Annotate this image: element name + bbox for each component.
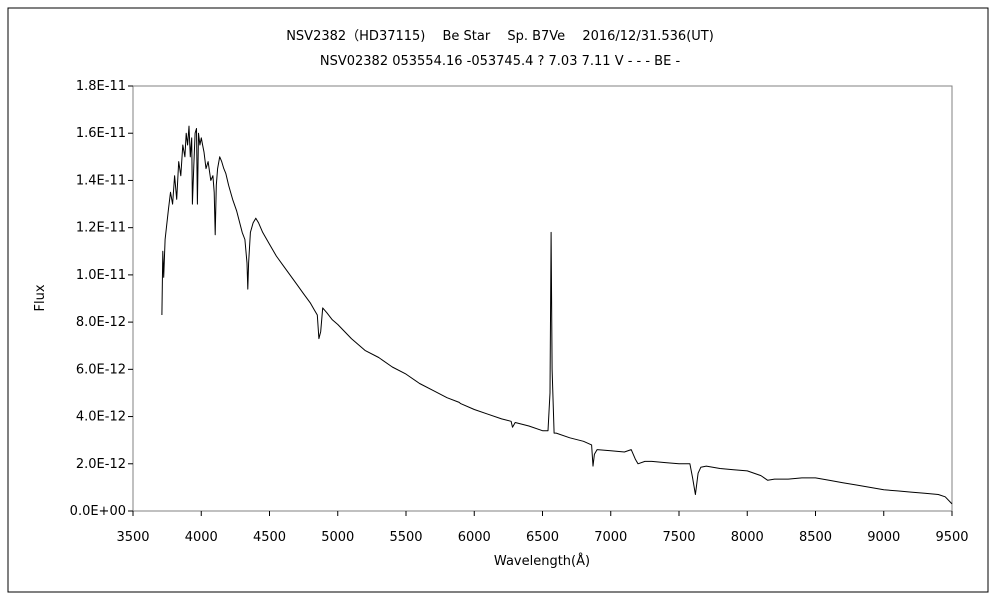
- x-tick-label: 9000: [867, 530, 900, 545]
- x-tick-label: 5000: [321, 530, 354, 545]
- x-tick-label: 6000: [458, 530, 491, 545]
- y-tick-label: 4.0E-12: [76, 410, 126, 425]
- series-group: [161, 125, 953, 505]
- x-tick-label: 6500: [526, 530, 559, 545]
- x-axis-label: Wavelength(Å): [494, 553, 590, 569]
- y-axis-label: Flux: [33, 284, 48, 311]
- x-tick-label: 7500: [662, 530, 695, 545]
- y-tick-label: 6.0E-12: [76, 362, 126, 377]
- flux-spectrum-line: [161, 125, 953, 505]
- x-tick-label: 3500: [116, 530, 149, 545]
- y-tick-label: 2.0E-12: [76, 457, 126, 472]
- y-axis: 0.0E+00 2.0E-12 4.0E-12 6.0E-12 8.0E-12 1.0E-…: [70, 79, 133, 519]
- y-tick-label: 1.0E-11: [76, 268, 126, 283]
- x-tick-label: 4000: [185, 530, 218, 545]
- x-tick-label: 4500: [253, 530, 286, 545]
- y-tick-label: 1.8E-11: [76, 79, 126, 94]
- x-tick-label: 9500: [935, 530, 968, 545]
- y-tick-label: 1.2E-11: [76, 221, 126, 236]
- x-axis: 3500 4000 4500 5000 5500 6000 6500 7000 7500 8000…: [116, 511, 969, 545]
- chart-subtitle: NSV02382 053554.16 -053745.4 ? 7.03 7.11…: [320, 54, 681, 69]
- chart-area-border: [7, 7, 989, 593]
- x-tick-label: 8500: [799, 530, 832, 545]
- x-tick-label: 7000: [594, 530, 627, 545]
- x-tick-label: 5500: [389, 530, 422, 545]
- y-tick-label: 1.4E-11: [76, 173, 126, 188]
- y-tick-label: 8.0E-12: [76, 315, 126, 330]
- y-tick-label: 0.0E+00: [70, 504, 126, 519]
- y-tick-label: 1.6E-11: [76, 126, 126, 141]
- chart-title: NSV2382（HD37115) Be Star Sp. B7Ve 2016/1…: [286, 29, 714, 44]
- x-tick-label: 8000: [731, 530, 764, 545]
